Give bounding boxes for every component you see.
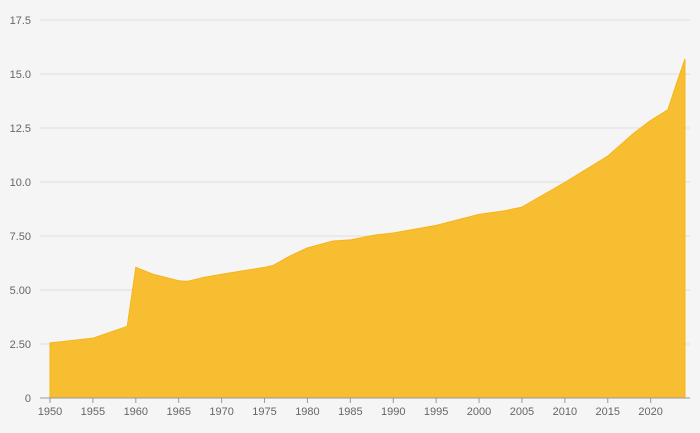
x-tick-label: 2005 (510, 406, 534, 418)
x-tick-label: 1980 (295, 406, 319, 418)
y-tick-label: 10.0 (10, 177, 31, 189)
x-tick-label: 1985 (338, 406, 362, 418)
area-series (49, 58, 686, 399)
x-tick-label: 1950 (38, 406, 62, 418)
x-tick-label: 1970 (209, 406, 233, 418)
x-tick-label: 2015 (596, 406, 620, 418)
x-tick-label: 1975 (252, 406, 276, 418)
x-axis-ticks: 1950 1955 1960 1965 1970 1975 1980 1985 1990 1995… (38, 398, 663, 418)
y-tick-label: 15.0 (10, 69, 31, 81)
x-tick-label: 2020 (638, 406, 662, 418)
y-tick-label: 5.00 (10, 285, 31, 297)
y-tick-label: 12.5 (10, 123, 31, 135)
y-tick-label: 0 (25, 393, 31, 405)
area-layer (49, 58, 686, 399)
x-tick-label: 1955 (81, 406, 105, 418)
x-tick-label: 2010 (553, 406, 577, 418)
x-tick-label: 1960 (124, 406, 148, 418)
y-tick-label: 7.50 (10, 231, 31, 243)
y-axis-ticks: 0 2.50 5.00 7.50 10.0 12.5 15.0 17.5 (10, 15, 31, 405)
x-tick-label: 1995 (424, 406, 448, 418)
x-tick-label: 2000 (467, 406, 491, 418)
y-tick-label: 17.5 (10, 15, 31, 27)
x-tick-label: 1965 (166, 406, 190, 418)
y-tick-label: 2.50 (10, 339, 31, 351)
x-tick-label: 1990 (381, 406, 405, 418)
